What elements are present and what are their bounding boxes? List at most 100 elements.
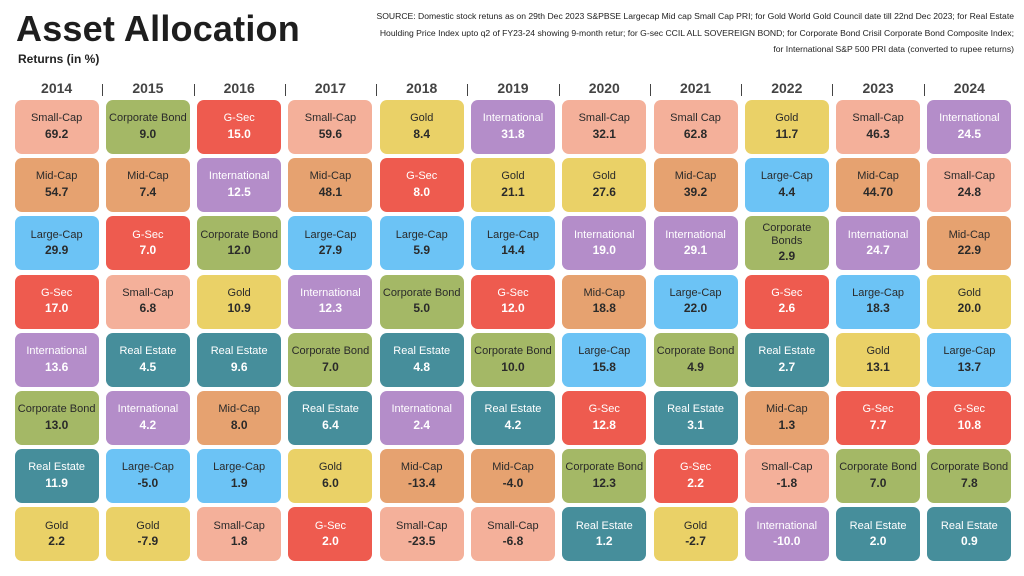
returns-grid: 2014 Small-Cap 69.2 Mid-Cap 54.7 Large-Cap 29.… [11,78,1015,572]
asset-label: International [939,112,1000,125]
asset-cell-corporate-bond: Corporate Bond 5.0 [379,274,464,329]
asset-label: Mid-Cap [674,170,717,183]
asset-label: Corporate Bond [382,286,461,299]
asset-label: Gold [683,519,708,532]
asset-label: Mid-Cap [127,170,169,183]
asset-cell-real-estate: Real Estate 11.9 [14,449,99,504]
asset-label: Gold [227,286,251,299]
asset-cell-small-cap: Small-Cap -1.8 [744,449,829,504]
asset-return-value: 10.8 [957,417,982,432]
asset-label: Small-Cap [852,112,904,125]
asset-cell-international: International 2.4 [379,390,464,445]
asset-return-value: 1.3 [778,417,796,432]
asset-return-value: 1.9 [230,475,248,490]
year-column-2014: 2014 Small-Cap 69.2 Mid-Cap 54.7 Large-Cap 29.… [11,78,102,572]
asset-return-value: 22.0 [683,301,708,316]
asset-cell-gold: Gold 8.4 [379,100,464,154]
year-header: 2019 [497,80,529,96]
asset-label: International [847,228,909,241]
asset-return-value: 44.70 [863,184,894,199]
asset-label: Real Estate [575,519,633,532]
asset-label: G-Sec [223,112,255,125]
asset-cell-large-cap: Large-Cap 4.4 [744,158,829,213]
asset-return-value: -10.0 [773,534,801,549]
asset-cell-mid-cap: Mid-Cap 48.1 [288,158,373,213]
year-header: 2020 [588,80,620,96]
asset-cell-g-sec: G-Sec 7.7 [836,390,921,445]
asset-return-value: 24.8 [957,184,982,199]
year-header: 2015 [132,80,164,96]
asset-cell-gold: Gold 10.9 [197,274,282,329]
asset-cell-real-estate: Real Estate 0.9 [927,507,1012,562]
asset-label: Corporate Bond [291,345,370,357]
asset-cell-mid-cap: Mid-Cap 44.70 [836,158,921,213]
asset-label: G-Sec [862,403,894,416]
asset-cell-mid-cap: Mid-Cap 39.2 [653,158,738,213]
asset-label: Corporate Bonds [762,222,812,247]
asset-return-value: 54.7 [44,184,69,199]
asset-return-value: 13.7 [957,359,982,374]
asset-return-value: 17.0 [44,301,69,316]
asset-return-value: 2.2 [687,475,704,490]
asset-return-value: 2.0 [322,534,339,549]
year-column-2024: 2024 International 24.5 Small-Cap 24.8 Mid-Ca… [923,78,1015,572]
year-column-2021: 2021 Small Cap 62.8 Mid-Cap 39.2 Internationa… [649,78,741,572]
asset-label: Large-Cap [760,170,813,183]
asset-return-value: 27.9 [318,243,343,258]
asset-label: Real Estate [484,403,542,416]
asset-label: Corporate Bond [17,403,96,416]
year-column-2022: 2022 Gold 11.7 Large-Cap 4.4 Corporate Bonds 2… [741,78,832,572]
year-column-2020: 2020 Small-Cap 32.1 Gold 27.6 International 19… [558,78,650,572]
asset-cell-international: International 12.5 [197,158,282,213]
asset-cell-corporate-bond: Corporate Bond 7.0 [288,332,373,387]
asset-return-value: 29.1 [683,243,708,258]
asset-return-value: -23.5 [408,534,436,549]
asset-return-value: 7.0 [139,243,157,258]
asset-cell-g-sec: G-Sec 2.0 [288,507,373,562]
year-column-2019: 2019 International 31.8 Gold 21.1 Large-Cap 14… [467,78,558,572]
asset-return-value: 7.0 [322,359,339,374]
asset-label: Gold [45,519,69,532]
asset-return-value: 29.9 [44,243,69,258]
asset-label: G-Sec [41,286,73,299]
asset-label: Mid-Cap [948,228,991,241]
asset-label: Real Estate [302,403,359,416]
asset-label: G-Sec [588,403,620,416]
asset-label: Corporate Bond [839,461,917,474]
asset-return-value: 7.4 [139,184,157,199]
asset-return-value: 8.4 [413,126,431,141]
asset-label: Real Estate [119,345,177,357]
asset-return-value: 7.0 [869,475,887,490]
asset-return-value: 22.9 [957,243,982,258]
asset-cell-large-cap: Large-Cap 5.9 [379,216,464,271]
asset-cell-small-cap: Small-Cap 1.8 [197,507,282,562]
year-header: 2014 [41,80,73,96]
asset-cell-gold: Gold 11.7 [744,100,829,154]
asset-cell-small-cap: Small-Cap 69.2 [14,100,99,154]
asset-cell-gold: Gold 13.1 [836,332,921,387]
asset-label: International [26,345,87,357]
asset-cell-corporate-bond: Corporate Bond 4.9 [653,332,738,387]
asset-label: Mid-Cap [492,461,534,474]
asset-cell-g-sec: G-Sec 2.2 [653,449,738,504]
asset-label: Corporate Bond [930,461,1009,474]
year-column-2017: 2017 Small-Cap 59.6 Mid-Cap 48.1 Large-Cap 27.… [284,78,376,572]
asset-return-value: 9.0 [139,126,157,141]
asset-return-value: 24.5 [957,126,982,141]
asset-label: G-Sec [132,228,164,241]
asset-cell-corporate-bond: Corporate Bond 9.0 [105,100,190,154]
asset-return-value: 7.7 [869,417,887,432]
asset-return-value: 15.8 [592,359,616,374]
asset-label: Large-Cap [852,286,905,299]
asset-label: International [117,403,179,416]
year-column-2016: 2016 G-Sec 15.0 International 12.5 Corporate … [193,78,285,572]
asset-label: International [300,286,361,299]
asset-return-value: 4.2 [504,417,522,432]
asset-cell-corporate-bond: Corporate Bond 7.0 [836,449,921,504]
asset-cell-international: International 4.2 [105,390,190,445]
asset-return-value: 2.7 [778,359,796,374]
asset-return-value: 12.8 [592,417,616,432]
asset-label: Real Estate [667,403,724,416]
asset-label: Small-Cap [578,112,630,125]
asset-cell-large-cap: Large-Cap 27.9 [288,216,373,271]
